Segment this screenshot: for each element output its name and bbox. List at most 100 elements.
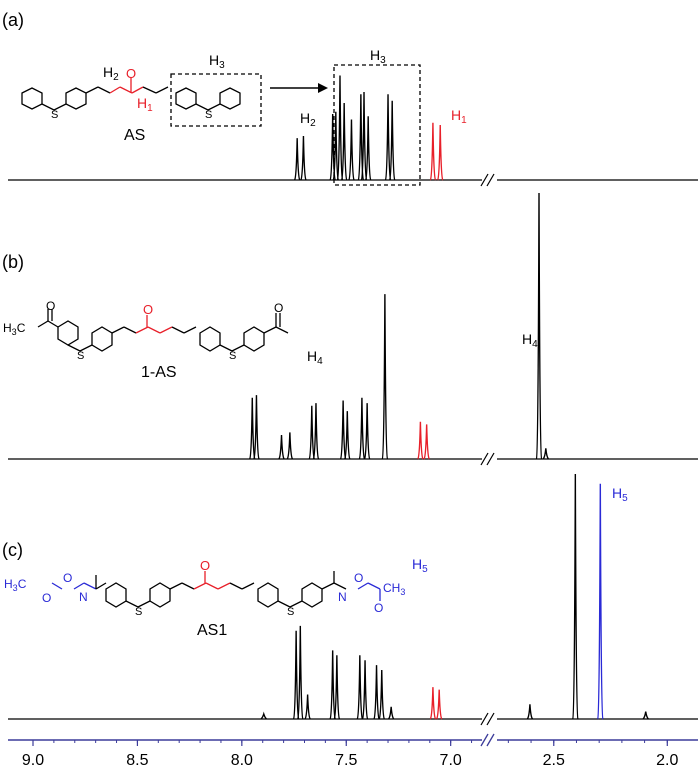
spectrum-c bbox=[8, 473, 698, 726]
sulfur-label-b2: S bbox=[229, 350, 236, 362]
x-tick-label: 2.0 bbox=[656, 752, 678, 769]
spectrum-peak bbox=[260, 711, 267, 720]
x-tick-label: 7.5 bbox=[335, 752, 357, 769]
panel-label-b: (b) bbox=[2, 252, 24, 272]
sulfur-label-c2: S bbox=[287, 606, 294, 618]
spectrum-peak bbox=[312, 403, 320, 460]
peak-label-h1: H1 bbox=[451, 107, 467, 126]
structure-label-h4: H4 bbox=[307, 348, 323, 367]
axis-break-mark bbox=[480, 173, 489, 187]
spectrum-peak bbox=[358, 397, 366, 460]
peak-label-h2: H2 bbox=[300, 110, 316, 129]
structure-label-h2: H2 bbox=[103, 64, 119, 83]
spectrum-peak bbox=[388, 100, 396, 181]
arrow-head bbox=[318, 83, 328, 93]
spectrum-peak bbox=[364, 116, 372, 181]
oxygen-label-b3: O bbox=[274, 301, 283, 315]
axis-break-mark bbox=[480, 733, 489, 747]
spectrum-peak bbox=[429, 687, 437, 720]
spectrum-peak bbox=[597, 483, 604, 720]
spectrum-peak bbox=[378, 669, 386, 720]
oxygen-label-c4: O bbox=[354, 571, 363, 585]
spectrum-peak bbox=[429, 122, 437, 181]
spectrum-peak bbox=[304, 694, 311, 720]
spectrum-peak bbox=[253, 395, 260, 460]
structure-label-h1: H1 bbox=[137, 95, 153, 114]
spectrum-a bbox=[8, 75, 698, 187]
structure-label-h5: H5 bbox=[412, 556, 428, 575]
spectrum-peak bbox=[360, 91, 368, 181]
structure-1-as bbox=[37, 309, 289, 352]
x-tick-label: 8.5 bbox=[126, 752, 148, 769]
spectrum-peak bbox=[436, 124, 444, 181]
axis-break-mark bbox=[480, 452, 489, 466]
nitrogen-label-c2: N bbox=[338, 590, 347, 604]
spectrum-peak bbox=[423, 424, 430, 460]
spectrum-peak bbox=[278, 435, 285, 460]
spectrum-peak bbox=[336, 75, 344, 181]
spectrum-peak bbox=[300, 135, 307, 181]
structure-label-h3c-c: H3C bbox=[4, 577, 27, 593]
spectrum-peak bbox=[361, 660, 369, 720]
spectrum-peak bbox=[292, 630, 300, 720]
spectrum-peak bbox=[384, 94, 392, 181]
peak-label-h3: H3 bbox=[370, 47, 386, 66]
x-tick-label: 9.0 bbox=[22, 752, 44, 769]
spectrum-peak bbox=[348, 119, 355, 181]
peak-label-h4: H4 bbox=[522, 331, 538, 350]
spectrum-peak bbox=[308, 405, 316, 460]
sulfur-label-b1: S bbox=[77, 350, 84, 362]
spectrum-peak bbox=[333, 655, 341, 720]
spectrum-peak bbox=[363, 403, 371, 460]
oxygen-label-c5: O bbox=[374, 601, 383, 615]
x-tick-label: 8.0 bbox=[231, 752, 253, 769]
structure-as bbox=[21, 78, 241, 111]
spectrum-peak bbox=[642, 711, 649, 720]
panel-label-c: (c) bbox=[2, 540, 23, 560]
carbonyl-o-label-a: O bbox=[126, 66, 136, 81]
compound-label-as: AS bbox=[124, 127, 145, 144]
structure-label-h3: H3 bbox=[209, 52, 225, 71]
spectrum-peak bbox=[381, 294, 389, 460]
oxygen-label-b2: O bbox=[143, 302, 153, 317]
panel-label-a: (a) bbox=[2, 10, 24, 30]
sulfur-label-a2: S bbox=[205, 109, 212, 121]
x-tick-label: 2.5 bbox=[543, 752, 565, 769]
axis-break-mark bbox=[486, 733, 495, 747]
nitrogen-label-c1: N bbox=[79, 590, 88, 604]
spectrum-peak bbox=[332, 111, 340, 181]
panel-b: (b) H3C O bbox=[2, 192, 698, 466]
sulfur-label-c1: S bbox=[135, 606, 142, 618]
panel-a: (a) S S O H2 H1 H3 AS bbox=[2, 10, 698, 187]
spectrum-peak bbox=[572, 473, 579, 720]
axis-break-mark bbox=[480, 712, 489, 726]
structure-label-ch3-c: CH3 bbox=[383, 581, 405, 597]
structure-as1 bbox=[51, 571, 381, 608]
peak-label-h5: H5 bbox=[612, 485, 628, 504]
x-tick-label: 7.0 bbox=[440, 752, 462, 769]
h3-structure-box bbox=[170, 73, 262, 127]
spectrum-peak bbox=[249, 397, 256, 460]
compound-label-1-as: 1-AS bbox=[141, 364, 177, 381]
axis-break-mark bbox=[486, 452, 495, 466]
spectrum-peak bbox=[417, 421, 424, 460]
spectrum-peak bbox=[356, 655, 364, 720]
spectrum-peak bbox=[293, 138, 301, 181]
oxygen-label-c3: O bbox=[200, 558, 210, 573]
spectrum-b bbox=[8, 192, 698, 466]
panel-c: (c) bbox=[2, 473, 698, 726]
x-axis: 9.0 8.5 8.0 7.5 7.0 2.5 2.0 bbox=[8, 733, 698, 769]
h3-peak-box bbox=[333, 64, 421, 186]
spectrum-peak bbox=[297, 625, 304, 720]
spectrum-peak bbox=[373, 665, 380, 720]
spectrum-peak bbox=[344, 411, 351, 460]
compound-label-as1: AS1 bbox=[197, 622, 227, 639]
axis-break-mark bbox=[486, 173, 495, 187]
spectrum-peak bbox=[535, 192, 543, 460]
structure-label-h3c-b: H3C bbox=[3, 321, 26, 337]
spectrum-peak bbox=[286, 432, 294, 460]
oxygen-label-c1: O bbox=[42, 591, 51, 605]
spectrum-peak bbox=[435, 689, 443, 720]
oxygen-label-c2: O bbox=[63, 571, 72, 585]
